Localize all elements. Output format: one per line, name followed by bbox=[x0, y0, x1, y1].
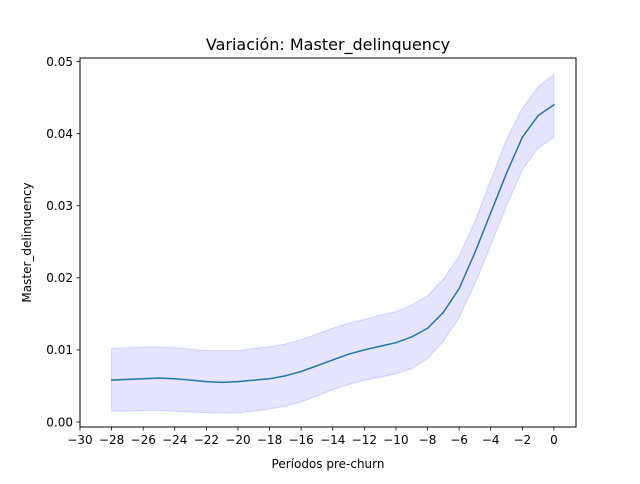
data-point bbox=[142, 377, 144, 380]
x-tick-label: −6 bbox=[450, 433, 468, 447]
data-point bbox=[268, 377, 271, 380]
data-point bbox=[426, 327, 429, 330]
data-point bbox=[379, 345, 381, 348]
data-point bbox=[316, 364, 318, 367]
data-point bbox=[331, 359, 334, 361]
data-point bbox=[458, 287, 460, 290]
data-point bbox=[221, 381, 223, 384]
data-point bbox=[395, 341, 397, 344]
x-tick-label: 0 bbox=[550, 433, 558, 447]
x-tick-label: −2 bbox=[513, 433, 531, 447]
x-tick-label: −16 bbox=[288, 433, 313, 447]
confidence-band bbox=[111, 73, 555, 414]
data-point bbox=[237, 380, 239, 383]
y-tick-label: 0.00 bbox=[46, 415, 73, 429]
y-tick-label: 0.02 bbox=[46, 271, 73, 285]
x-tick-label: −18 bbox=[257, 433, 282, 447]
data-point bbox=[110, 379, 113, 381]
data-point bbox=[284, 375, 287, 377]
data-point bbox=[174, 377, 176, 380]
data-point bbox=[205, 380, 208, 383]
x-tick-label: −14 bbox=[320, 433, 345, 447]
x-tick-label: −12 bbox=[352, 433, 377, 447]
y-tick-label: 0.01 bbox=[46, 343, 73, 357]
x-tick-label: −30 bbox=[67, 433, 92, 447]
axis-ticks: −30 −28 −26 −24 −22 −20 −18 −16 −14 −12 −10 −8 −6 −4−… bbox=[46, 55, 557, 447]
data-point bbox=[521, 136, 524, 139]
data-point bbox=[474, 251, 476, 254]
data-point bbox=[553, 104, 555, 106]
y-tick-label: 0.03 bbox=[46, 199, 73, 213]
x-axis-label: Períodos pre-churn bbox=[272, 457, 385, 471]
data-point bbox=[363, 349, 366, 351]
x-tick-label: −20 bbox=[225, 433, 250, 447]
data-point bbox=[442, 311, 445, 314]
data-point bbox=[537, 114, 539, 117]
plot-area bbox=[110, 73, 555, 414]
x-tick-label: −4 bbox=[482, 433, 500, 447]
data-point bbox=[410, 336, 413, 338]
x-tick-label: −28 bbox=[99, 433, 124, 447]
data-point bbox=[158, 377, 160, 379]
x-tick-label: −26 bbox=[131, 433, 156, 447]
y-axis-label: Master_delinquency bbox=[20, 182, 34, 302]
data-point bbox=[300, 370, 302, 373]
data-point bbox=[347, 353, 350, 355]
data-point bbox=[489, 212, 492, 214]
y-tick-label: 0.05 bbox=[46, 55, 73, 69]
y-tick-label: 0.04 bbox=[46, 127, 73, 141]
data-point bbox=[189, 379, 192, 381]
data-point bbox=[505, 172, 508, 175]
axes-frame bbox=[79, 57, 577, 428]
chart-title: Variación: Master_delinquency bbox=[206, 35, 450, 55]
x-tick-label: −22 bbox=[194, 433, 219, 447]
data-point bbox=[126, 378, 129, 381]
x-tick-label: −10 bbox=[383, 433, 408, 447]
x-tick-label: −24 bbox=[162, 433, 187, 447]
x-tick-label: −8 bbox=[419, 433, 437, 447]
data-point bbox=[253, 379, 255, 381]
